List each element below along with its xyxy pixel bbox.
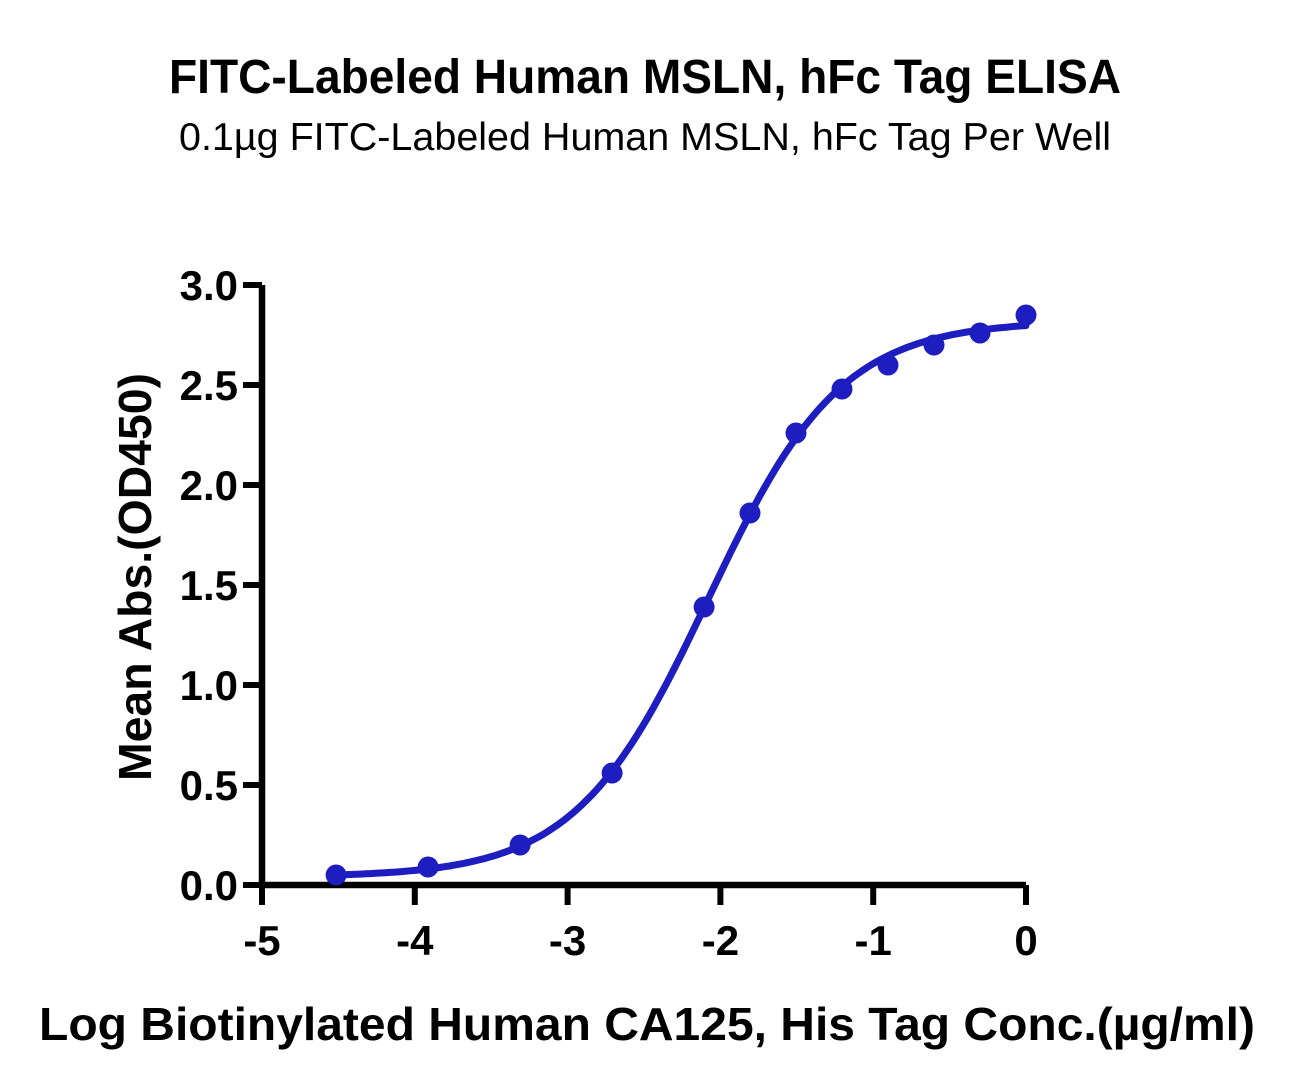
- data-point: [509, 834, 531, 856]
- y-axis-tick-label: 2.0: [180, 462, 238, 509]
- x-axis-tick-label: -3: [549, 917, 586, 964]
- x-axis-tick-label: -5: [243, 917, 280, 964]
- y-axis-tick-label: 3.0: [180, 262, 238, 309]
- data-point: [417, 856, 439, 878]
- data-point: [785, 422, 807, 444]
- x-axis-tick-label: -4: [396, 917, 434, 964]
- data-point: [831, 378, 853, 400]
- x-axis-title: Log Biotinylated Human CA125, His Tag Co…: [39, 998, 1255, 1050]
- chart-title: FITC-Labeled Human MSLN, hFc Tag ELISA: [169, 51, 1121, 104]
- data-point: [739, 502, 761, 524]
- tick-layer: -5 -4 -3 -2 -1 0 0.0 0.5 1.0 1.5 2.0 2.5 3.0: [180, 262, 1038, 964]
- fit-curve-layer: [332, 322, 1030, 879]
- y-axis-tick-label: 1.5: [180, 562, 238, 609]
- x-axis-tick-label: -1: [855, 917, 892, 964]
- data-point: [923, 334, 945, 356]
- y-axis-tick-label: 0.0: [180, 862, 238, 909]
- data-point: [877, 354, 899, 376]
- fit-curve: [332, 322, 1030, 879]
- data-point: [693, 596, 715, 618]
- y-axis-title: Mean Abs.(OD450): [109, 373, 161, 781]
- axes-lines: [258, 285, 1026, 889]
- data-point: [969, 322, 991, 344]
- y-axis-tick-label: 2.5: [180, 362, 238, 409]
- y-axis-tick-label: 1.0: [180, 662, 238, 709]
- data-point: [325, 864, 347, 886]
- chart-subtitle: 0.1µg FITC-Labeled Human MSLN, hFc Tag P…: [179, 116, 1111, 159]
- x-axis-tick-label: -2: [702, 917, 739, 964]
- data-point: [601, 762, 623, 784]
- x-axis-tick-label: 0: [1014, 917, 1037, 964]
- data-point-layer: [325, 304, 1037, 886]
- data-point: [1015, 304, 1037, 326]
- y-axis-tick-label: 0.5: [180, 762, 238, 809]
